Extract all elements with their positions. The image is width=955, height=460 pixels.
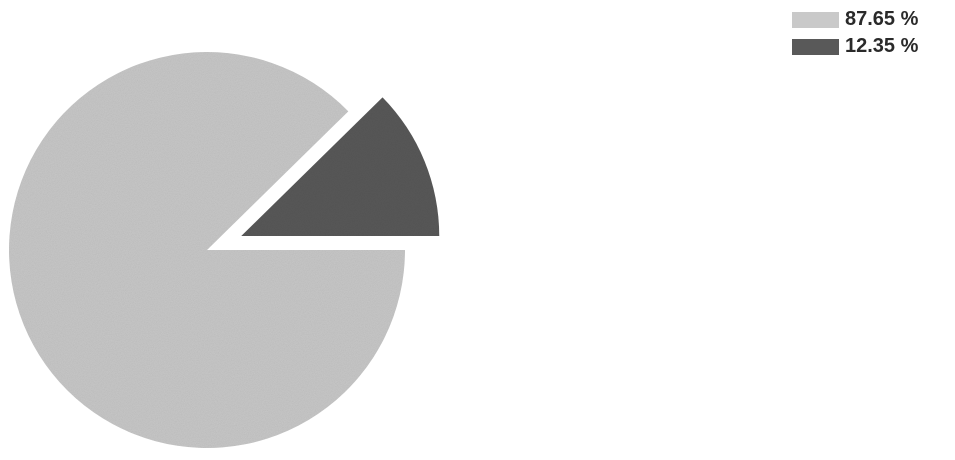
legend-swatch-large [792, 11, 839, 28]
legend-swatch-small [792, 38, 839, 55]
legend-item-large: 87.65 % [792, 6, 952, 33]
legend-label-large: 87.65 % [845, 8, 919, 30]
pie-slice-large [8, 52, 405, 448]
legend-item-small: 12.35 % [792, 33, 952, 60]
pie-slice-small [241, 97, 440, 237]
pie-slices [8, 52, 440, 448]
legend-label-small: 12.35 % [845, 35, 919, 57]
legend: 87.65 % 12.35 % [792, 6, 952, 60]
